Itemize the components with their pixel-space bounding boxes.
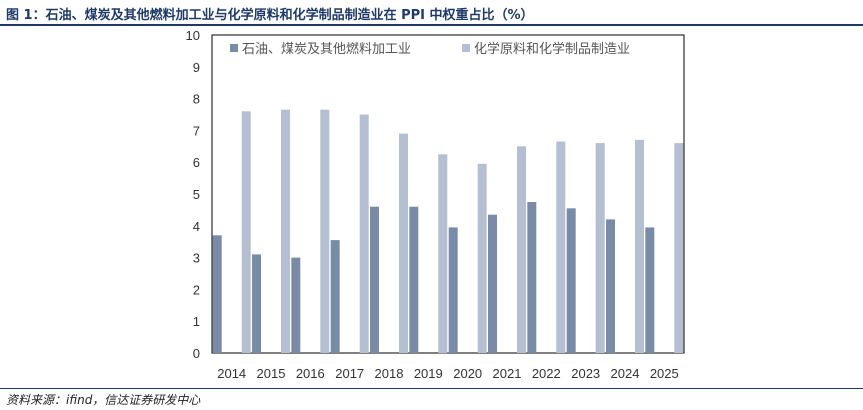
y-tick-label: 10 [186,28,200,43]
x-tick-label: 2021 [493,366,522,381]
y-tick-label: 2 [193,282,200,297]
bar-petroleum-coal-2022 [527,202,537,353]
bar-chemical-2016 [320,109,330,353]
bar-petroleum-coal-2018 [370,206,379,353]
footer-rule [0,388,863,389]
figure-title: 图 1：石油、煤炭及其他燃料加工业与化学原料和化学制品制造业在 PPI 中权重占… [6,8,534,23]
plot-frame [211,34,685,354]
x-tick-label: 2017 [335,366,364,381]
x-tick-label: 2016 [296,366,325,381]
legend-label-1: 石油、煤炭及其他燃料加工业 [242,41,411,57]
bar-petroleum-coal-2015 [252,254,261,353]
legend-swatch-1 [230,44,238,52]
x-tick-label: 2015 [257,366,286,381]
x-tick-label: 2018 [375,366,404,381]
x-tick-label: 2024 [611,366,640,381]
bar-chemical-2023 [595,143,605,353]
y-tick-label: 6 [193,155,200,170]
bar-chemical-2024 [635,139,644,353]
legend-label-2: 化学原料和化学制品制造业 [474,41,630,57]
bar-petroleum-coal-2017 [330,240,340,353]
y-tick-label: 9 [193,60,200,75]
y-tick-label: 1 [193,314,200,329]
bar-chemical-2019 [438,154,448,354]
x-axis: 2014 2015 2016 2017 2018 2019 2020 2021 2022 2023… [217,366,679,381]
y-tick-label: 5 [193,187,200,202]
bar-petroleum-coal-2024 [606,219,615,353]
y-tick-label: 0 [193,346,200,361]
bar-petroleum-coal-2020 [448,227,458,353]
bar-chemical-2021 [517,146,526,353]
bar-petroleum-coal-2021 [488,214,497,353]
bar-chemical-2025 [674,143,684,353]
y-tick-label: 7 [193,123,200,138]
x-tick-label: 2025 [650,366,679,381]
x-tick-label: 2014 [217,366,246,381]
y-tick-label: 8 [193,92,200,107]
y-tick-label: 4 [193,219,200,234]
bar-chemical-2017 [359,114,369,353]
bar-petroleum-coal-2016 [291,257,301,353]
y-tick-label: 3 [193,251,200,266]
bar-chemical-2022 [556,141,566,353]
bar-petroleum-coal-2019 [409,206,419,353]
bar-chart: 0 1 2 3 4 5 6 7 8 9 10 2014 2015 2016 2017 2018 2019 202… [186,28,685,381]
bar-chemical-2020 [477,163,487,353]
title-underline [0,24,863,26]
bar-chemical-2018 [399,133,408,353]
legend: 石油、煤炭及其他燃料加工业 化学原料和化学制品制造业 [230,41,630,57]
bar-petroleum-coal-2023 [566,208,576,353]
x-tick-label: 2023 [571,366,600,381]
bar-petroleum-coal-2014 [212,235,222,353]
x-tick-label: 2022 [532,366,561,381]
x-tick-label: 2020 [453,366,482,381]
bar-petroleum-coal-2025 [645,227,655,353]
legend-swatch-2 [462,44,470,52]
chart-frame [211,34,685,354]
source-note: 资料来源：ifind，信达证券研发中心 [6,393,201,407]
bar-chemical-2014 [241,111,251,353]
bar-series [212,109,684,354]
x-tick-label: 2019 [414,366,443,381]
y-axis: 0 1 2 3 4 5 6 7 8 9 10 [186,28,200,361]
bar-chemical-2015 [281,109,290,353]
